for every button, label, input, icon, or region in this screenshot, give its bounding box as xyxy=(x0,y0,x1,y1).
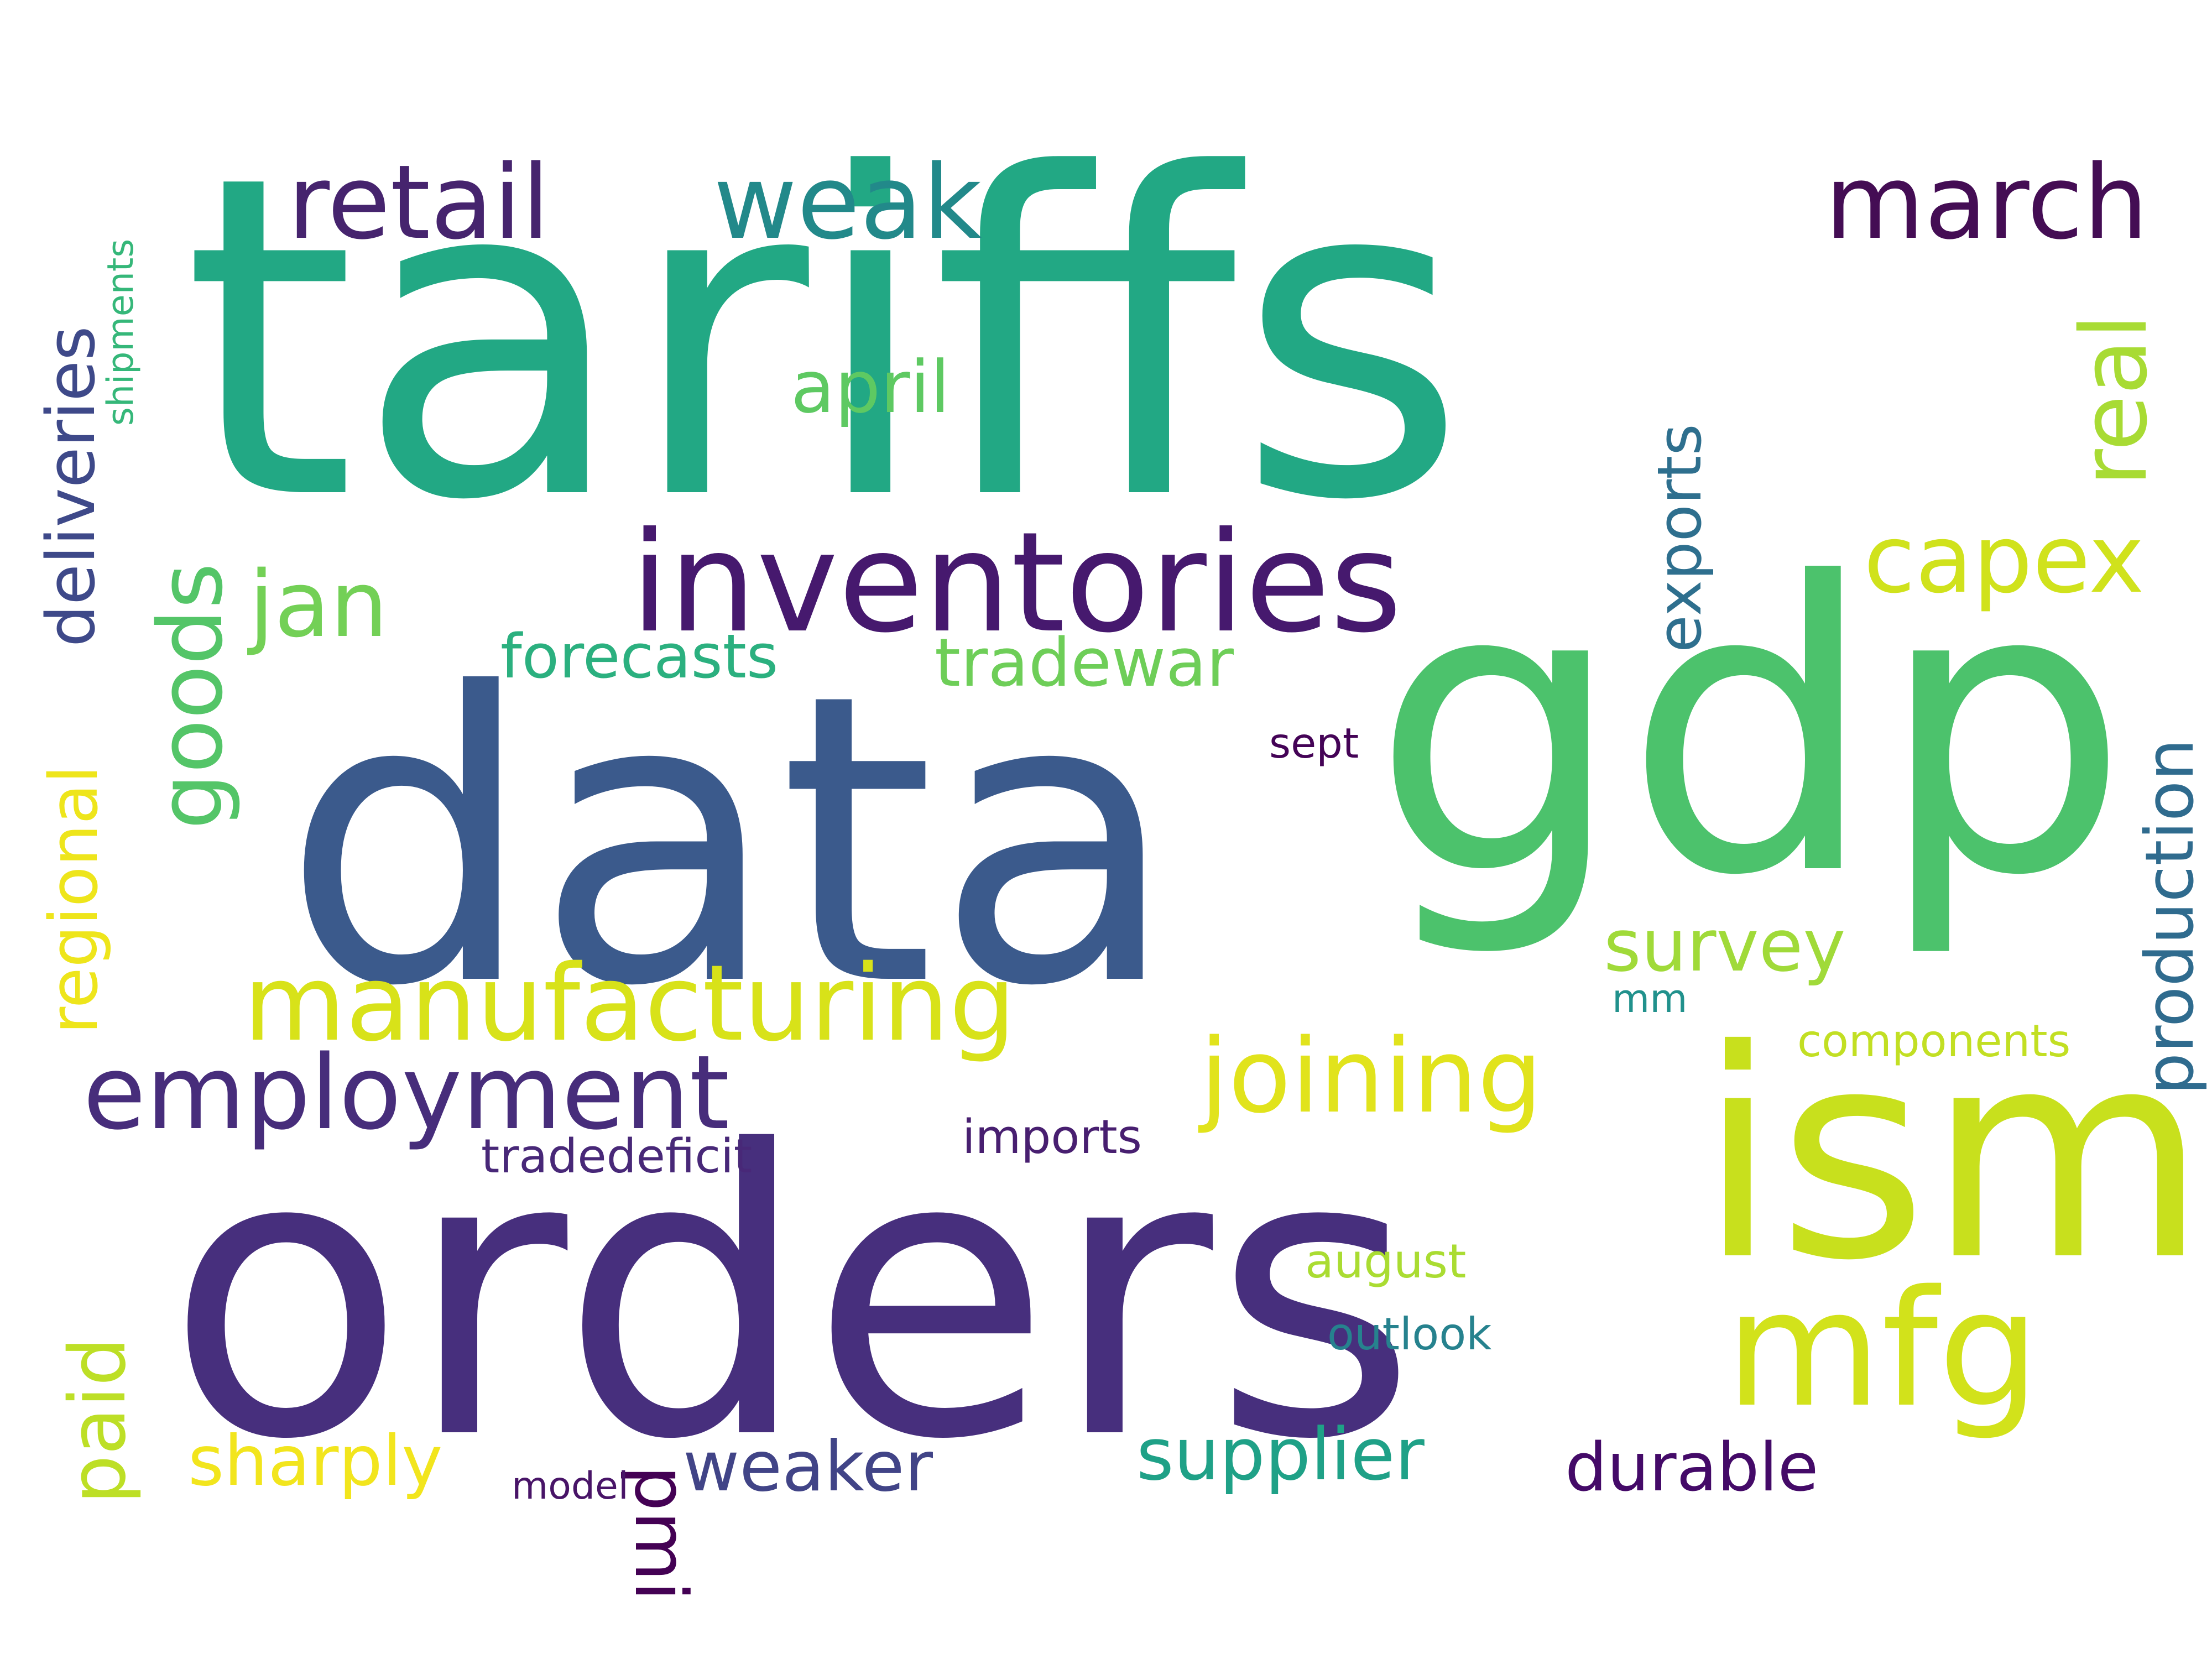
word-pmi: pmi xyxy=(619,1465,703,1601)
word-deliveries: deliveries xyxy=(33,326,110,647)
word-exports: exports xyxy=(1644,424,1715,653)
word-mm: mm xyxy=(1612,976,1687,1021)
word-forecasts: forecasts xyxy=(500,621,778,692)
word-weaker: weaker xyxy=(683,1427,933,1507)
word-sharply: sharply xyxy=(188,1421,442,1501)
word-august: august xyxy=(1305,1234,1466,1289)
word-regional: regional xyxy=(36,765,113,1034)
word-retail: retail xyxy=(288,143,550,262)
word-paid: paid xyxy=(53,1337,143,1504)
word-orders: orders xyxy=(166,1068,1417,1525)
word-components: components xyxy=(1797,1015,2070,1067)
word-production: production xyxy=(2132,739,2209,1095)
word-april: april xyxy=(791,345,950,429)
word-real: real xyxy=(2061,314,2167,487)
word-tradewar: tradewar xyxy=(935,625,1234,702)
word-capex: capex xyxy=(1864,505,2145,614)
word-manufacturing: manufacturing xyxy=(243,942,1016,1065)
word-inventories: inventories xyxy=(630,502,1402,663)
word-sept: sept xyxy=(1269,719,1359,768)
word-joining: joining xyxy=(1198,1016,1542,1136)
word-outlook: outlook xyxy=(1327,1308,1492,1360)
word-tariffs: tariffs xyxy=(182,81,1467,597)
word-employment: employment xyxy=(83,1033,729,1152)
word-jan: jan xyxy=(247,551,388,658)
word-supplier: supplier xyxy=(1136,1412,1425,1496)
word-model: model xyxy=(512,1464,629,1508)
word-cloud-words: tariffs data gdp orders ism inventories … xyxy=(33,81,2209,1601)
word-survey: survey xyxy=(1604,904,1845,988)
word-tradedeficit: tradedeficit xyxy=(481,1129,752,1184)
word-weak: weak xyxy=(713,143,982,262)
word-durable: durable xyxy=(1565,1430,1818,1506)
word-goods: goods xyxy=(139,563,242,830)
word-imports: imports xyxy=(962,1110,1142,1165)
word-mfg: mfg xyxy=(1725,1256,2040,1443)
word-gdp: gdp xyxy=(1371,499,2130,962)
word-march: march xyxy=(1825,143,2148,262)
word-data: data xyxy=(282,609,1179,1073)
word-ism: ism xyxy=(1698,988,2208,1323)
word-shipments: shipments xyxy=(100,239,142,426)
